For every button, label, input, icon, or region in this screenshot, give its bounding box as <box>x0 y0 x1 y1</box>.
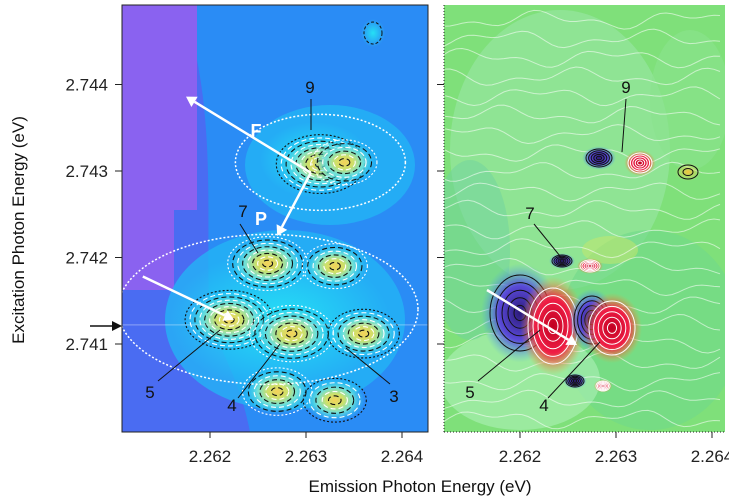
svg-text:7: 7 <box>525 204 534 223</box>
peak-label-right-7: 7 <box>525 204 561 257</box>
background-contour <box>444 238 721 259</box>
small-contour <box>363 21 383 45</box>
svg-text:4: 4 <box>227 396 236 415</box>
difference-lobe-10 <box>593 379 613 393</box>
difference-lobe-3 <box>549 253 575 269</box>
peak-label-right-5: 5 <box>465 329 541 402</box>
right-x-tick-label: 2.263 <box>595 447 638 466</box>
left-x-tick-label: 2.264 <box>381 447 424 466</box>
right-x-tick-label: 2.264 <box>691 447 729 466</box>
left-x-tick-label: 2.262 <box>189 447 232 466</box>
background-contour <box>444 66 721 86</box>
right-x-tick-label: 2.262 <box>499 447 542 466</box>
svg-text:9: 9 <box>621 78 630 97</box>
y-tick-label: 2.743 <box>65 162 108 181</box>
background-contour <box>444 124 721 145</box>
background-contour <box>444 218 721 240</box>
svg-text:4: 4 <box>539 396 548 415</box>
difference-lobe-8 <box>582 292 642 364</box>
background-contour <box>444 182 721 202</box>
arrow-label-F: F <box>251 121 262 141</box>
difference-lobe-1 <box>624 150 656 176</box>
y-tick-label: 2.744 <box>65 76 108 95</box>
background-contour <box>444 389 721 409</box>
peak-shoulder <box>301 243 368 290</box>
arrow-P <box>276 172 312 236</box>
left-x-tick-label: 2.263 <box>285 447 328 466</box>
difference-lobe-4 <box>577 258 603 274</box>
left-panel-frame <box>121 4 429 433</box>
arrow-F <box>142 275 234 321</box>
right-panel-background <box>444 5 725 432</box>
background-contour <box>444 47 721 69</box>
svg-text:9: 9 <box>305 78 314 97</box>
background-contour <box>444 409 721 430</box>
x-axis-title: Emission Photon Energy (eV) <box>309 477 532 496</box>
background-contour <box>444 351 721 372</box>
background-contour <box>444 161 721 182</box>
svg-text:5: 5 <box>145 383 154 402</box>
peak-shoulder <box>302 377 367 423</box>
y-tick-label: 2.741 <box>65 335 108 354</box>
peak-label-left-7: 7 <box>238 202 259 254</box>
arrow-label-P: P <box>255 209 267 229</box>
outer-contour-1 <box>234 113 407 212</box>
difference-lobe-0 <box>582 146 616 170</box>
arrow-F <box>186 96 312 174</box>
background-contour <box>444 28 721 49</box>
y-axis-title: Excitation Photon Energy (eV) <box>9 116 28 344</box>
svg-text:3: 3 <box>389 387 398 406</box>
peak-3 <box>327 308 400 359</box>
difference-lobe-2 <box>675 162 701 182</box>
difference-lobe-9 <box>563 373 587 389</box>
excitation-marker-arrow <box>90 321 122 331</box>
peak-label-left-9: 9 <box>305 78 315 130</box>
background-contour <box>444 104 721 126</box>
peak-label-left-4: 4 <box>227 343 281 415</box>
svg-text:7: 7 <box>238 202 247 221</box>
y-tick-label: 2.742 <box>65 249 108 268</box>
background-contour <box>444 144 721 164</box>
outer-contour-0 <box>122 233 419 386</box>
background-contour <box>444 86 721 107</box>
background-contour <box>444 9 721 30</box>
right-arrow <box>486 288 577 345</box>
peak-label-right-4: 4 <box>539 341 601 415</box>
svg-text:5: 5 <box>465 383 474 402</box>
peak-label-left-3: 3 <box>345 347 399 406</box>
background-contour <box>444 199 721 220</box>
peak-label-left-5: 5 <box>145 329 221 402</box>
peak-shoulder <box>311 139 378 186</box>
peak-label-right-9: 9 <box>621 78 631 153</box>
